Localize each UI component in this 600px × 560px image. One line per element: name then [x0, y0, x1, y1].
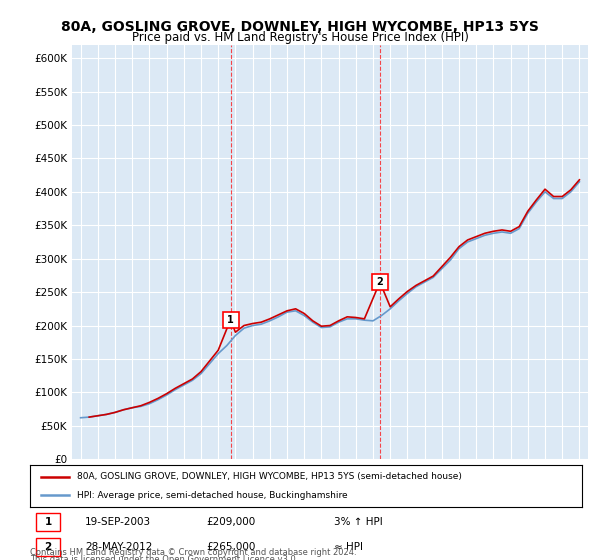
FancyBboxPatch shape: [35, 513, 61, 531]
Text: 2: 2: [377, 277, 383, 287]
FancyBboxPatch shape: [35, 538, 61, 557]
Text: ≈ HPI: ≈ HPI: [334, 543, 362, 552]
Text: 80A, GOSLING GROVE, DOWNLEY, HIGH WYCOMBE, HP13 5YS: 80A, GOSLING GROVE, DOWNLEY, HIGH WYCOMB…: [61, 20, 539, 34]
Text: 1: 1: [44, 517, 52, 527]
Text: £265,000: £265,000: [206, 543, 256, 552]
Text: 3% ↑ HPI: 3% ↑ HPI: [334, 517, 382, 527]
Text: 28-MAY-2012: 28-MAY-2012: [85, 543, 152, 552]
Text: HPI: Average price, semi-detached house, Buckinghamshire: HPI: Average price, semi-detached house,…: [77, 491, 347, 500]
Text: 80A, GOSLING GROVE, DOWNLEY, HIGH WYCOMBE, HP13 5YS (semi-detached house): 80A, GOSLING GROVE, DOWNLEY, HIGH WYCOMB…: [77, 472, 462, 481]
Text: £209,000: £209,000: [206, 517, 256, 527]
Text: This data is licensed under the Open Government Licence v3.0.: This data is licensed under the Open Gov…: [30, 556, 298, 560]
Text: Price paid vs. HM Land Registry's House Price Index (HPI): Price paid vs. HM Land Registry's House …: [131, 31, 469, 44]
Text: 2: 2: [44, 543, 52, 552]
Text: Contains HM Land Registry data © Crown copyright and database right 2024.: Contains HM Land Registry data © Crown c…: [30, 548, 356, 557]
Text: 19-SEP-2003: 19-SEP-2003: [85, 517, 151, 527]
Text: 1: 1: [227, 315, 234, 324]
